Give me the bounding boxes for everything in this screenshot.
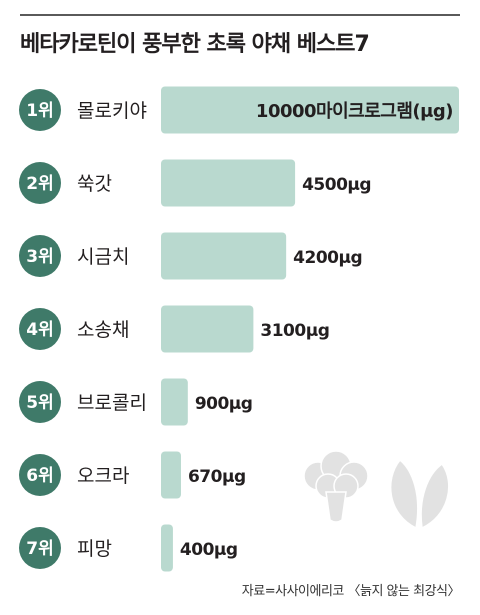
bar <box>161 378 188 426</box>
value-label: 4500μg <box>302 175 371 195</box>
bar <box>161 524 173 572</box>
category-label: 시금치 <box>77 246 129 268</box>
value-label: 670μg <box>188 467 246 487</box>
value-label: 4200μg <box>293 248 362 268</box>
rank-badge <box>19 527 61 569</box>
rank-badge <box>19 235 61 277</box>
category-label: 오크라 <box>77 465 129 487</box>
rank-label: 4위 <box>26 320 53 340</box>
category-label: 소송채 <box>77 319 129 341</box>
value-label: 3100μg <box>260 321 329 341</box>
category-label: 피망 <box>77 538 112 560</box>
rank-label: 2위 <box>26 174 53 194</box>
rank-badge <box>19 454 61 496</box>
value-label: 900μg <box>195 394 253 414</box>
rank-label: 6위 <box>26 466 53 486</box>
rank-badge <box>19 162 61 204</box>
bar <box>161 86 459 134</box>
bar <box>161 451 181 499</box>
category-label: 몰로키야 <box>77 100 147 122</box>
rank-label: 3위 <box>26 247 53 267</box>
rank-badge <box>19 381 61 423</box>
spinach-icon <box>389 458 450 530</box>
top-rule <box>20 14 460 16</box>
rank-label: 5위 <box>26 393 53 413</box>
category-label: 쑥갓 <box>77 173 112 195</box>
rank-label: 7위 <box>26 539 53 559</box>
source-note: 자료=사사이에리코 〈늙지 않는 최강식〉 <box>241 584 461 599</box>
bar <box>161 232 287 280</box>
value-label: 400μg <box>180 540 238 560</box>
rank-label: 1위 <box>26 101 53 121</box>
value-label: 10000마이크로그램(μg) <box>256 101 453 122</box>
bar <box>161 305 254 353</box>
rank-badge <box>19 308 61 350</box>
broccoli-icon <box>303 450 369 523</box>
category-label: 브로콜리 <box>77 392 147 414</box>
chart-title: 베타카로틴이 풍부한 초록 야채 베스트7 <box>20 32 370 57</box>
rank-badge <box>19 89 61 131</box>
bar <box>161 159 296 207</box>
